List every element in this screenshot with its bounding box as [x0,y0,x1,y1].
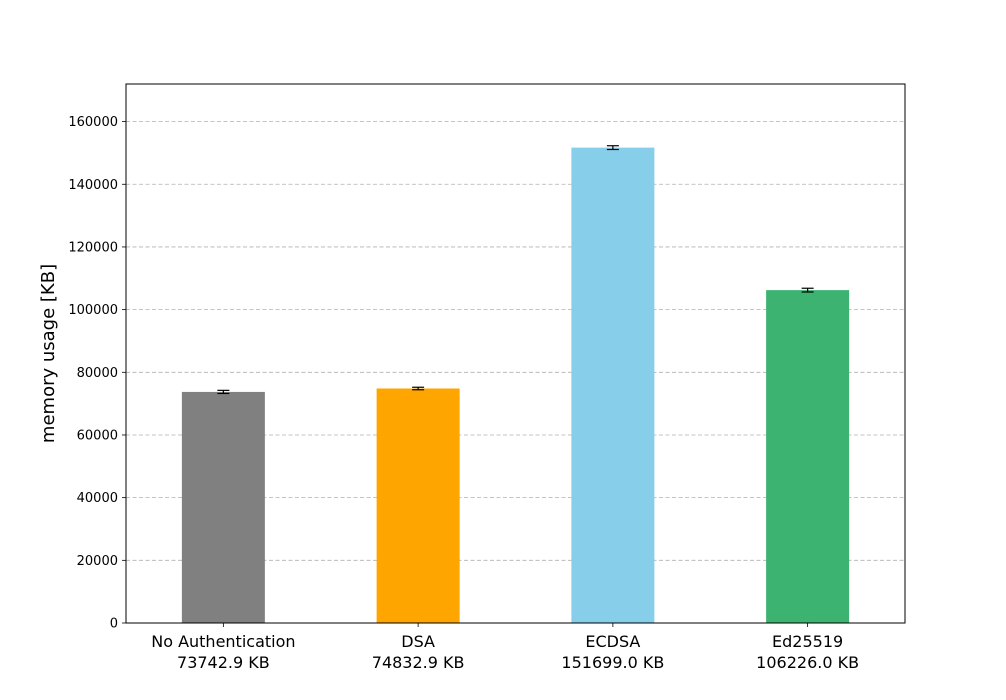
y-tick-label: 140000 [68,178,118,193]
x-tick-label: Ed25519 [772,632,843,651]
plot-frame [125,83,906,624]
x-tick-label: DSA [401,632,435,651]
x-tick-label: No Authentication [151,632,295,651]
bar [766,290,850,623]
bars [181,147,850,623]
x-tick-label: ECDSA [585,632,640,651]
x-tick-sublabel: 74832.9 KB [372,653,465,672]
x-tick-sublabel: 106226.0 KB [756,653,859,672]
y-tick-label: 120000 [68,240,118,255]
y-tick-label: 160000 [68,115,118,130]
y-tick-label: 0 [110,617,118,632]
x-tick-sublabel: 151699.0 KB [561,653,664,672]
x-tick-sublabel: 73742.9 KB [177,653,270,672]
y-tick-label: 40000 [77,491,118,506]
x-ticks: No Authentication 73742.9 KB DSA 74832.9 KB… [151,623,859,672]
y-ticks: 0 20000 40000 60000 80000 100000 120000 140000 1… [68,115,126,632]
bar [181,391,265,623]
bar [571,147,655,623]
y-tick-label: 20000 [77,554,118,569]
error-bars [217,145,814,395]
y-axis-label: memory usage [KB] [38,264,59,443]
y-tick-label: 100000 [68,303,118,318]
y-tick-label: 60000 [77,428,118,443]
y-tick-label: 80000 [77,366,118,381]
bar [376,388,460,623]
